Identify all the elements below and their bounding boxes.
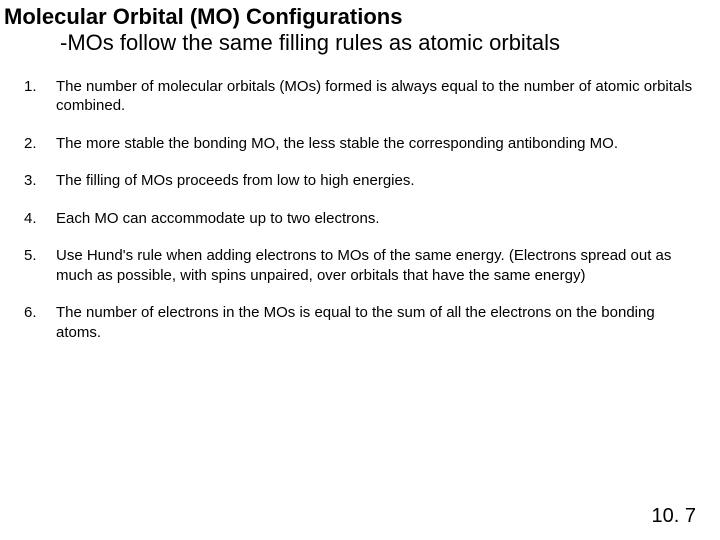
list-item-text: Each MO can accommodate up to two electr… [56, 209, 700, 229]
list-item-number: 2. [20, 134, 56, 154]
page-number: 10. 7 [652, 505, 696, 528]
list-item-text: The more stable the bonding MO, the less… [56, 134, 700, 154]
page-subtitle: -MOs follow the same filling rules as at… [0, 30, 720, 56]
list-item: 2. The more stable the bonding MO, the l… [20, 134, 700, 154]
rules-list: 1. The number of molecular orbitals (MOs… [0, 77, 720, 343]
list-item-text: The number of electrons in the MOs is eq… [56, 303, 700, 342]
list-item-text: The filling of MOs proceeds from low to … [56, 171, 700, 191]
list-item: 3. The filling of MOs proceeds from low … [20, 171, 700, 191]
list-item-number: 5. [20, 246, 56, 285]
list-item-number: 4. [20, 209, 56, 229]
list-item-number: 6. [20, 303, 56, 342]
list-item-number: 1. [20, 77, 56, 116]
page-title: Molecular Orbital (MO) Configurations [0, 0, 720, 30]
list-item-text: Use Hund's rule when adding electrons to… [56, 246, 700, 285]
list-item: 1. The number of molecular orbitals (MOs… [20, 77, 700, 116]
list-item: 6. The number of electrons in the MOs is… [20, 303, 700, 342]
list-item-number: 3. [20, 171, 56, 191]
list-item-text: The number of molecular orbitals (MOs) f… [56, 77, 700, 116]
list-item: 4. Each MO can accommodate up to two ele… [20, 209, 700, 229]
list-item: 5. Use Hund's rule when adding electrons… [20, 246, 700, 285]
